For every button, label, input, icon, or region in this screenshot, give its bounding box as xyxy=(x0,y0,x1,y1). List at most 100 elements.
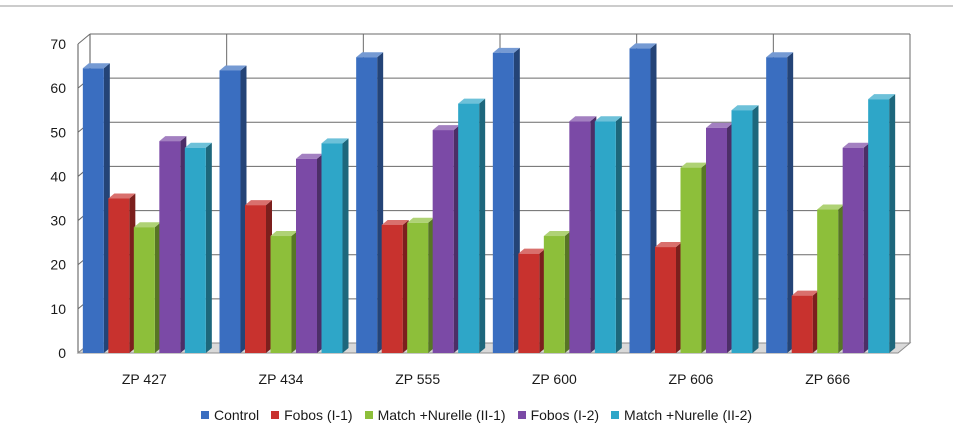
bar-front xyxy=(791,295,813,353)
bar-top xyxy=(432,125,460,131)
y-tick-label: 70 xyxy=(50,36,66,52)
bar xyxy=(680,162,708,353)
bar-top xyxy=(868,94,896,100)
bar xyxy=(184,142,212,353)
bar-side xyxy=(787,52,794,353)
bar-top xyxy=(356,52,384,58)
x-tick-label: ZP 427 xyxy=(122,371,167,387)
bar-top xyxy=(706,122,733,128)
legend-item: Control xyxy=(200,407,260,423)
bar-front xyxy=(82,68,104,354)
bar-top xyxy=(766,52,794,58)
bar-top xyxy=(680,162,708,168)
bar xyxy=(706,122,733,353)
bar-top xyxy=(407,217,435,223)
legend-item: Match +Nurelle (II-1) xyxy=(364,407,506,423)
legend: Control Fobos (I-1) Match +Nurelle (II-1) F… xyxy=(0,407,953,423)
bar-front xyxy=(133,227,155,353)
bar-front xyxy=(108,198,130,353)
y-tick-label: 10 xyxy=(50,301,66,317)
legend-label: Fobos (I-2) xyxy=(530,407,600,423)
bar-side xyxy=(205,142,212,353)
bar xyxy=(432,125,460,353)
legend-swatch xyxy=(200,411,209,419)
bar-top xyxy=(458,98,486,104)
bar xyxy=(321,138,349,353)
bar-top xyxy=(817,204,845,210)
bar-front xyxy=(381,224,403,353)
legend-swatch xyxy=(364,411,373,419)
x-tick-label: ZP 606 xyxy=(669,371,714,387)
bar-front xyxy=(407,222,429,353)
legend-swatch xyxy=(271,411,280,419)
legend-label: Fobos (I-1) xyxy=(284,407,353,423)
bar xyxy=(492,47,520,353)
legend-item: Fobos (I-1) xyxy=(271,407,353,423)
y-tick-label: 0 xyxy=(58,345,66,361)
bar-side xyxy=(479,98,486,353)
bar xyxy=(868,94,896,353)
bar xyxy=(270,231,298,353)
legend-label: Control xyxy=(213,407,260,423)
bar-front xyxy=(270,236,292,353)
bar-front xyxy=(492,52,514,353)
bar-front xyxy=(569,121,591,353)
x-tick-label: ZP 600 xyxy=(532,371,577,387)
bar xyxy=(543,231,571,353)
bar-top xyxy=(543,231,571,237)
bar xyxy=(842,142,870,353)
legend-label: Match +Nurelle (II-1) xyxy=(377,407,506,423)
bar-top xyxy=(492,47,520,53)
bar-top xyxy=(296,153,323,159)
x-axis: ZP 427 ZP 434 ZP 555 ZP 600 ZP 606 ZP 666 xyxy=(122,371,850,387)
bar-front xyxy=(159,141,181,353)
bar xyxy=(569,116,597,353)
bar xyxy=(629,43,657,354)
bar-front xyxy=(680,167,702,353)
bar-front xyxy=(543,236,565,353)
bar xyxy=(296,153,323,353)
bar-side xyxy=(615,116,622,353)
bar-chart: 0 10 20 30 40 50 60 70 ZP 427 ZP 434 ZP 555 ZP 600… xyxy=(0,5,953,387)
bar xyxy=(594,116,622,353)
gridline-side xyxy=(77,33,91,45)
bar-front xyxy=(321,143,343,353)
x-tick-label: ZP 434 xyxy=(259,371,304,387)
bar xyxy=(356,52,384,353)
bar-top xyxy=(381,219,409,225)
bar-top xyxy=(133,222,161,228)
bar-top xyxy=(569,116,597,122)
bar xyxy=(655,242,682,353)
bar xyxy=(381,219,409,353)
bar-side xyxy=(889,94,896,353)
legend-label: Match +Nurelle (II-2) xyxy=(624,407,753,423)
bar-top xyxy=(731,105,759,111)
bar xyxy=(766,52,794,353)
bar xyxy=(791,290,819,353)
bar-front xyxy=(245,205,266,353)
bar-front xyxy=(356,57,378,353)
bar xyxy=(458,98,486,353)
bar-front xyxy=(432,130,454,353)
y-axis: 0 10 20 30 40 50 60 70 xyxy=(50,36,66,361)
y-tick-label: 50 xyxy=(50,124,66,140)
bar-front xyxy=(731,110,753,353)
bar xyxy=(133,222,161,353)
bar-top xyxy=(791,290,819,296)
bar xyxy=(245,200,272,353)
bar-front xyxy=(594,121,616,353)
bar xyxy=(82,63,110,354)
bar xyxy=(407,217,435,353)
bar-top xyxy=(184,142,212,148)
bar-top xyxy=(159,136,187,142)
bar xyxy=(108,193,136,353)
bar-front xyxy=(655,247,676,353)
bar-top xyxy=(270,231,298,237)
legend-item: Match +Nurelle (II-2) xyxy=(611,407,752,423)
y-tick-label: 30 xyxy=(50,213,66,229)
legend-item: Fobos (I-2) xyxy=(517,407,600,423)
bar-front xyxy=(296,158,317,353)
y-tick-label: 60 xyxy=(50,80,66,96)
bar-top xyxy=(629,43,657,49)
bar-top xyxy=(219,65,247,71)
